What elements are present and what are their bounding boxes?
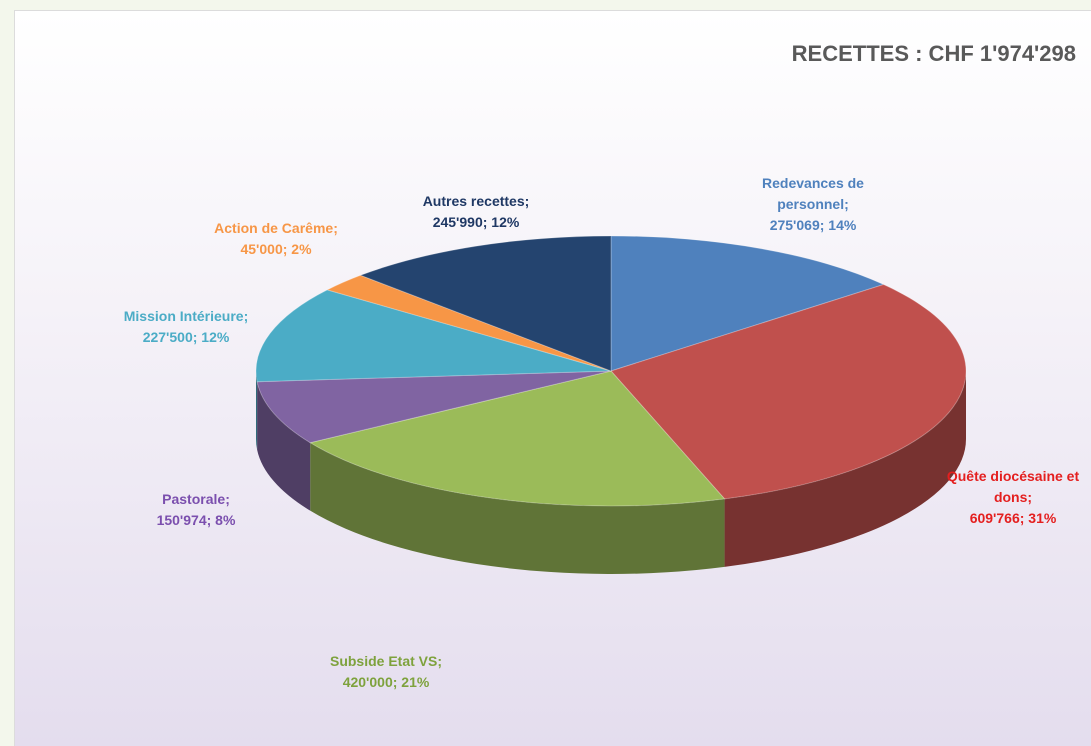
- slice-side: [724, 371, 966, 567]
- data-label: Subside Etat VS 420'000; 21%: [306, 651, 466, 693]
- value-label: 245'990; 12%: [432, 214, 520, 230]
- slice-side: [256, 371, 258, 450]
- slice: [610, 235, 885, 372]
- category-label: Quête diocésaine et dons: [938, 466, 1088, 508]
- value-label: 609'766; 31%: [969, 510, 1057, 526]
- slice: [359, 235, 612, 372]
- slice-side: [310, 442, 725, 574]
- data-label: Quête diocésaine et dons 609'766; 31%: [938, 466, 1088, 529]
- data-label: Action de Carême 45'000; 2%: [196, 218, 356, 260]
- category-label: Action de Carême: [196, 218, 356, 239]
- slice: [308, 370, 726, 507]
- value-label: 45'000; 2%: [240, 241, 312, 257]
- chart-area: RECETTES : CHF 1'974'298 Redevances de p…: [14, 10, 1091, 746]
- category-label: Mission Intérieure: [106, 306, 266, 327]
- slice: [610, 283, 967, 500]
- category-label: Pastorale: [116, 489, 276, 510]
- slice: [255, 289, 612, 383]
- data-label: Redevances de personnel 275'069; 14%: [733, 173, 893, 236]
- value-label: 275'069; 14%: [769, 217, 857, 233]
- pie-chart: [255, 235, 967, 574]
- chart-title: RECETTES : CHF 1'974'298: [791, 41, 1076, 66]
- value-label: 227'500; 12%: [142, 329, 230, 345]
- data-label: Pastorale 150'974; 8%: [116, 489, 276, 531]
- value-label: 150'974; 8%: [156, 512, 236, 528]
- slice: [325, 274, 612, 372]
- data-label: Autres recettes 245'990; 12%: [396, 191, 556, 233]
- category-label: Redevances de personnel: [733, 173, 893, 215]
- data-label: Mission Intérieure 227'500; 12%: [106, 306, 266, 348]
- category-label: Autres recettes: [396, 191, 556, 212]
- category-label: Subside Etat VS: [306, 651, 466, 672]
- slice: [256, 370, 612, 444]
- value-label: 420'000; 21%: [342, 674, 430, 690]
- slice-side: [257, 381, 311, 511]
